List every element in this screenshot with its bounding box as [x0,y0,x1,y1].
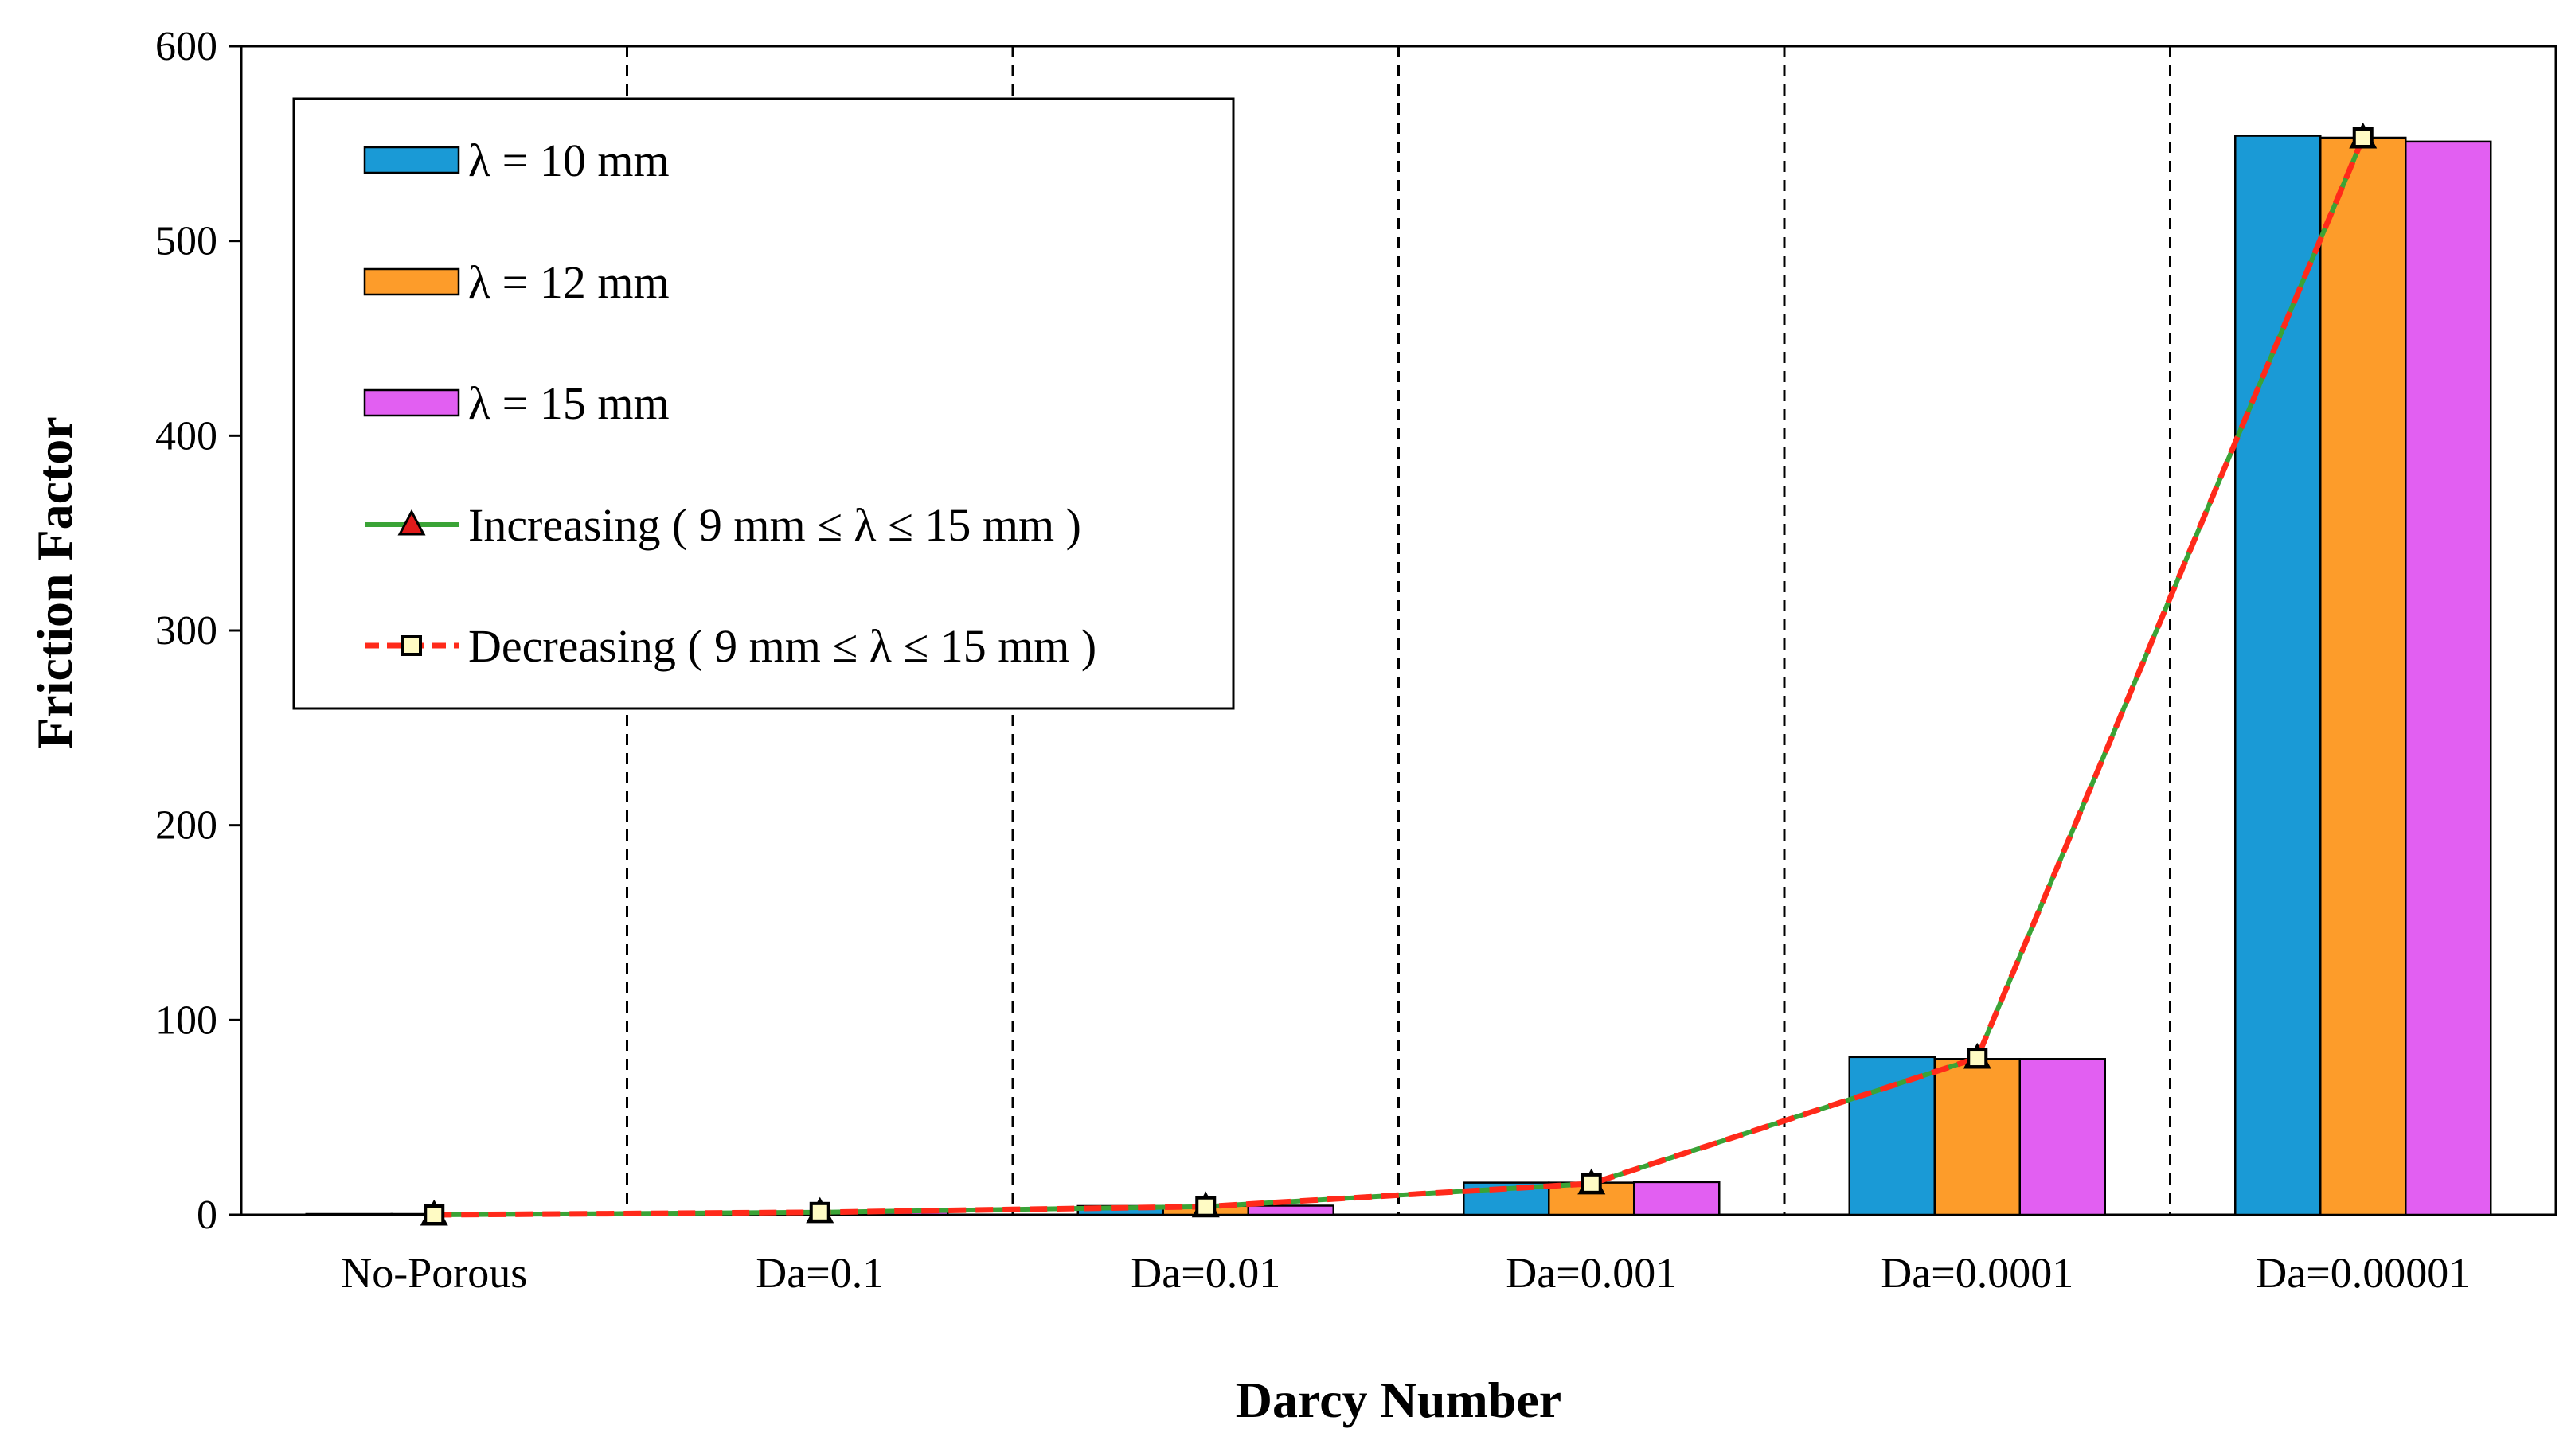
bar [2018,1058,2106,1216]
square-marker [424,1204,445,1225]
y-tick-label: 200 [155,803,217,849]
x-tick-label: Da=0.0001 [1881,1249,2073,1297]
y-tick-label: 400 [155,413,217,459]
legend-label: λ = 10 mm [468,135,670,186]
legend: λ = 10 mm λ = 12 mm λ = 15 mm Increasing ( … [292,97,1235,710]
x-tick-label: Da=0.1 [756,1249,884,1297]
y-tick-label: 0 [197,1193,217,1238]
y-tick-label: 100 [155,997,217,1043]
series-line [434,136,2366,1218]
x-tick-label: Da=0.001 [1506,1249,1677,1297]
bar [2405,140,2492,1216]
series-lines [420,122,2378,1226]
legend-label: Decreasing ( 9 mm ≤ λ ≤ 15 mm ) [468,620,1096,672]
legend-swatch [363,388,460,417]
bar [1848,1056,1936,1216]
bar [1247,1204,1334,1216]
legend-label: Increasing ( 9 mm ≤ λ ≤ 15 mm ) [468,499,1081,551]
bar [2319,136,2407,1216]
bar [1633,1181,1721,1216]
square-marker [1195,1196,1217,1217]
y-tick-label: 500 [155,219,217,264]
bars [305,135,2492,1216]
legend-triangle-marker [397,509,426,536]
bar [305,1212,393,1216]
axis-labels: No-Porous Da=0.1 Da=0.01 Da=0.001 Da=0.0001 D… [26,416,2470,1428]
x-axis-title: Darcy Number [1236,1372,1561,1428]
square-marker [2352,127,2374,148]
bar [2234,135,2322,1216]
square-marker [809,1201,830,1223]
bar [1933,1058,2021,1216]
x-tick-label: Da=0.01 [1131,1249,1280,1297]
y-tick-label: 600 [155,24,217,69]
legend-label: λ = 12 mm [468,256,670,308]
legend-label: λ = 15 mm [468,377,670,429]
x-tick-label: No-Porous [341,1249,527,1297]
y-tick-label: 300 [155,608,217,654]
legend-swatch [363,146,460,174]
square-marker [1967,1048,1988,1069]
legend-swatch [363,267,460,296]
square-marker [1581,1173,1602,1194]
y-axis-title: Friction Factor [26,416,83,749]
legend-square-marker [401,635,422,656]
x-tick-label: Da=0.00001 [2256,1249,2470,1297]
